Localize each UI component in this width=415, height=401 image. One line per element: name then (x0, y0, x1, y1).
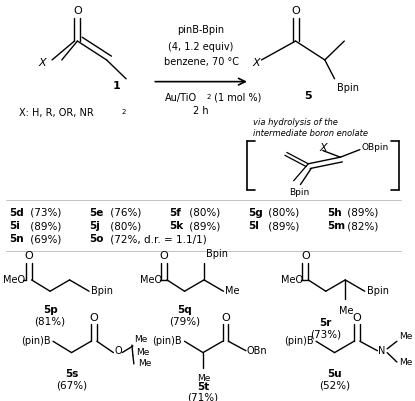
Text: 5d: 5d (9, 208, 24, 218)
Text: Me: Me (197, 374, 210, 383)
Text: Me: Me (225, 286, 240, 296)
Text: Me: Me (399, 358, 412, 367)
Text: 1: 1 (112, 81, 120, 91)
Text: 5r: 5r (320, 318, 332, 328)
Text: (69%): (69%) (27, 234, 61, 244)
Text: 2: 2 (207, 93, 211, 99)
Text: Bpin: Bpin (91, 286, 113, 296)
Text: (89%): (89%) (265, 221, 300, 231)
Text: (89%): (89%) (186, 221, 221, 231)
Text: O: O (24, 251, 33, 261)
Text: pinB-Bpin: pinB-Bpin (178, 25, 225, 35)
Text: (72%, d.r. = 1.1/1): (72%, d.r. = 1.1/1) (107, 234, 206, 244)
Text: 5o: 5o (89, 234, 104, 244)
Text: Me: Me (134, 335, 147, 344)
Text: Bpin: Bpin (289, 188, 309, 196)
Text: 5f: 5f (169, 208, 181, 218)
Text: 5m: 5m (327, 221, 345, 231)
Text: (4, 1.2 equiv): (4, 1.2 equiv) (168, 42, 234, 52)
Text: 5e: 5e (89, 208, 103, 218)
Text: O: O (221, 313, 230, 323)
Text: Bpin: Bpin (337, 83, 359, 93)
Text: (1 mol %): (1 mol %) (211, 93, 261, 103)
Text: O: O (160, 251, 168, 261)
Text: (89%): (89%) (344, 208, 378, 218)
Text: N: N (378, 346, 386, 356)
Text: Bpin: Bpin (367, 286, 389, 296)
Text: (80%): (80%) (107, 221, 141, 231)
Text: (76%): (76%) (107, 208, 141, 218)
Text: 5l: 5l (248, 221, 259, 231)
Text: X: X (39, 58, 46, 68)
Text: O: O (353, 313, 361, 323)
Text: 5t: 5t (197, 382, 209, 392)
Text: 5u: 5u (327, 369, 342, 379)
Text: benzene, 70 °C: benzene, 70 °C (164, 57, 239, 67)
Text: OBpin: OBpin (362, 143, 389, 152)
Text: OBn: OBn (247, 346, 268, 356)
Text: (pin)B: (pin)B (284, 336, 313, 346)
Text: (pin)B: (pin)B (21, 336, 51, 346)
Text: 5p: 5p (43, 305, 57, 315)
Text: 5g: 5g (248, 208, 263, 218)
Text: O: O (73, 6, 82, 16)
Text: (pin)B: (pin)B (152, 336, 182, 346)
Text: MeO: MeO (281, 275, 303, 285)
Text: MeO: MeO (140, 275, 162, 285)
Text: 2: 2 (121, 109, 126, 115)
Text: O: O (301, 251, 310, 261)
Text: (79%): (79%) (169, 316, 200, 326)
Text: O: O (291, 6, 300, 16)
Text: 5j: 5j (89, 221, 100, 231)
Text: (81%): (81%) (34, 316, 66, 326)
Text: (80%): (80%) (265, 208, 300, 218)
Text: 5q: 5q (177, 305, 192, 315)
Text: (71%): (71%) (188, 393, 219, 401)
Text: (73%): (73%) (27, 208, 61, 218)
Text: 5s: 5s (65, 369, 78, 379)
Text: (89%): (89%) (27, 221, 61, 231)
Text: 2 h: 2 h (193, 106, 209, 116)
Text: (73%): (73%) (310, 330, 342, 340)
Text: X: H, R, OR, NR: X: H, R, OR, NR (19, 108, 94, 118)
Text: 5h: 5h (327, 208, 342, 218)
Text: (52%): (52%) (319, 381, 350, 391)
Text: X: X (319, 143, 327, 153)
Text: via hydrolysis of the: via hydrolysis of the (253, 118, 337, 127)
Text: Me: Me (339, 306, 354, 316)
Text: 5i: 5i (9, 221, 20, 231)
Text: X: X (253, 58, 261, 68)
Text: MeO: MeO (3, 275, 25, 285)
Text: Me: Me (136, 348, 149, 357)
Text: O: O (90, 313, 98, 323)
Text: 5n: 5n (9, 234, 24, 244)
Text: 5: 5 (305, 91, 312, 101)
Text: intermediate boron enolate: intermediate boron enolate (253, 129, 368, 138)
Text: (80%): (80%) (186, 208, 221, 218)
Text: (67%): (67%) (56, 381, 87, 391)
Text: Au/TiO: Au/TiO (165, 93, 197, 103)
Text: (82%): (82%) (344, 221, 378, 231)
Text: O: O (115, 346, 122, 356)
Text: 5k: 5k (169, 221, 183, 231)
Text: Me: Me (399, 332, 412, 341)
Text: Me: Me (138, 359, 151, 369)
Text: Bpin: Bpin (206, 249, 228, 259)
